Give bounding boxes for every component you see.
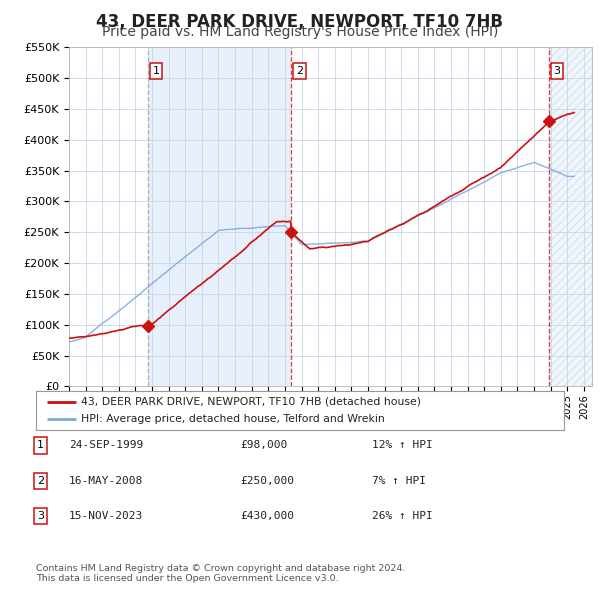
Text: 24-SEP-1999: 24-SEP-1999: [69, 441, 143, 450]
Text: £250,000: £250,000: [240, 476, 294, 486]
Text: 3: 3: [37, 512, 44, 521]
Text: 26% ↑ HPI: 26% ↑ HPI: [372, 512, 433, 521]
Bar: [148, 47, 291, 386]
Text: £98,000: £98,000: [240, 441, 287, 450]
Text: 16-MAY-2008: 16-MAY-2008: [69, 476, 143, 486]
Text: 2: 2: [37, 476, 44, 486]
Text: £430,000: £430,000: [240, 512, 294, 521]
Text: 43, DEER PARK DRIVE, NEWPORT, TF10 7HB: 43, DEER PARK DRIVE, NEWPORT, TF10 7HB: [97, 13, 503, 31]
Text: 3: 3: [554, 66, 560, 76]
Text: 2: 2: [296, 66, 303, 76]
Text: 43, DEER PARK DRIVE, NEWPORT, TF10 7HB (detached house): 43, DEER PARK DRIVE, NEWPORT, TF10 7HB (…: [81, 396, 421, 407]
Text: HPI: Average price, detached house, Telford and Wrekin: HPI: Average price, detached house, Telf…: [81, 414, 385, 424]
Text: 12% ↑ HPI: 12% ↑ HPI: [372, 441, 433, 450]
Text: Contains HM Land Registry data © Crown copyright and database right 2024.
This d: Contains HM Land Registry data © Crown c…: [36, 563, 406, 583]
Text: 7% ↑ HPI: 7% ↑ HPI: [372, 476, 426, 486]
Bar: [548, 47, 592, 386]
Text: 1: 1: [37, 441, 44, 450]
Text: 15-NOV-2023: 15-NOV-2023: [69, 512, 143, 521]
Text: Price paid vs. HM Land Registry's House Price Index (HPI): Price paid vs. HM Land Registry's House …: [102, 25, 498, 40]
Text: 1: 1: [152, 66, 160, 76]
